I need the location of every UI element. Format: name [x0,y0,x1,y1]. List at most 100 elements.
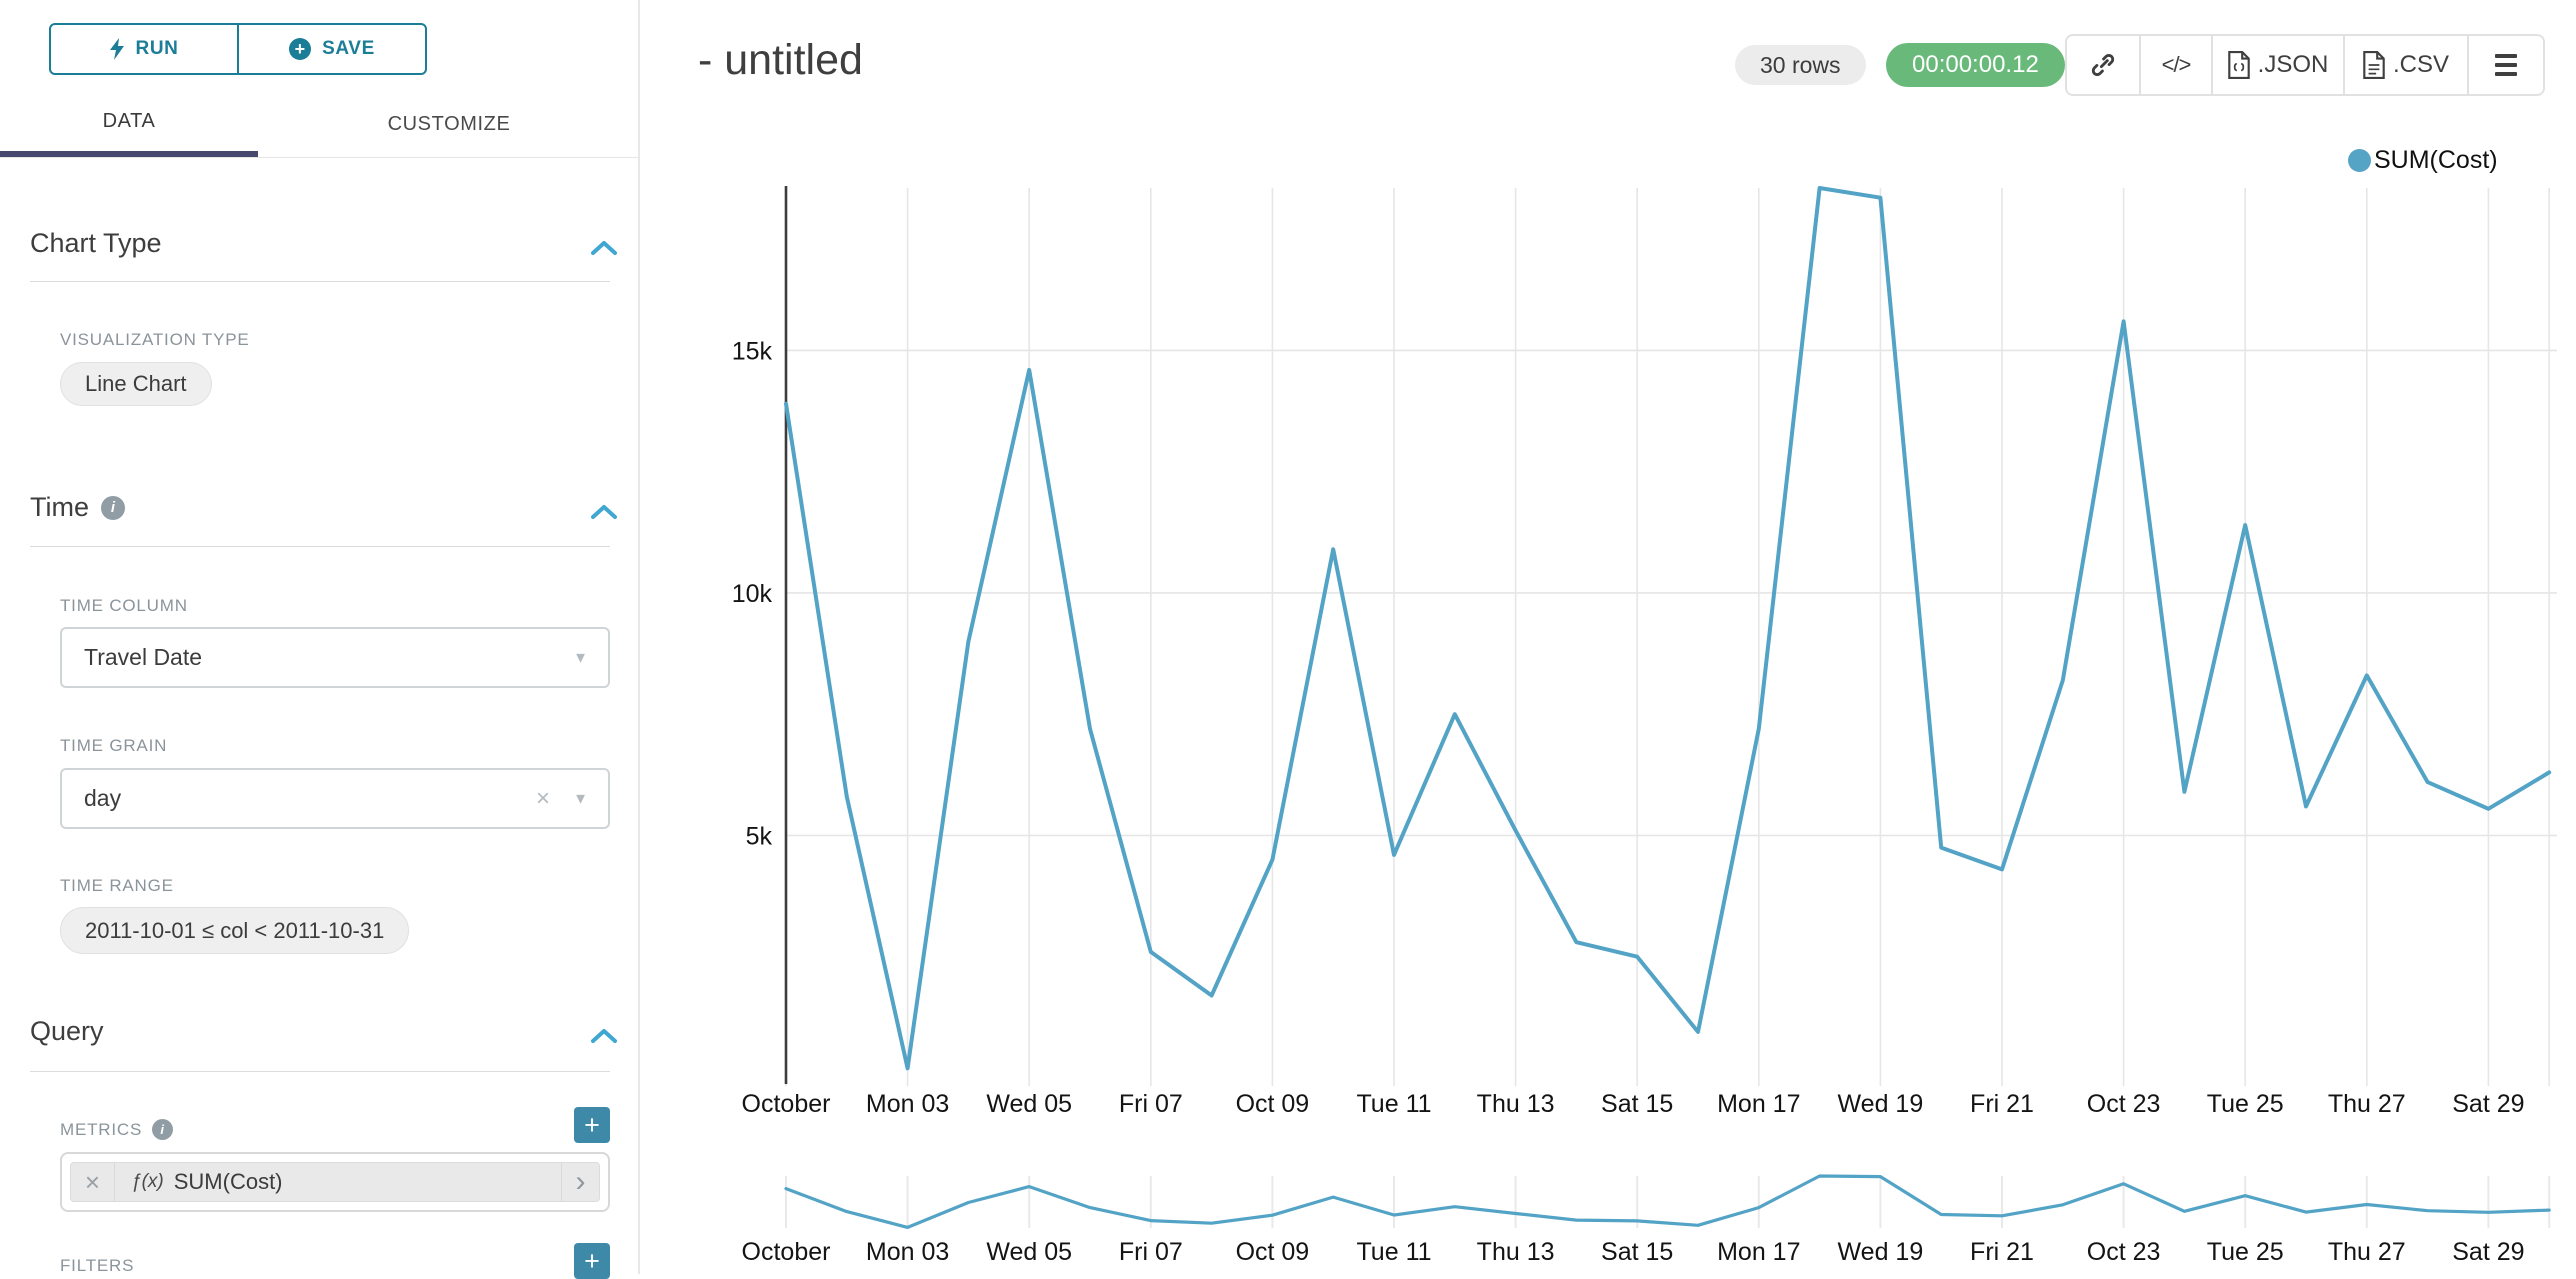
clear-icon[interactable]: × [535,784,550,812]
svg-text:Wed 05: Wed 05 [986,1090,1072,1118]
time-grain-select[interactable]: day × ▼ [60,768,610,829]
run-button[interactable]: RUN [49,23,238,75]
section-divider [30,1071,610,1072]
time-range-value: 2011-10-01 ≤ col < 2011-10-31 [85,917,385,943]
time-section-label: Time [30,492,89,522]
svg-text:Oct 23: Oct 23 [2087,1238,2161,1266]
svg-text:October: October [742,1090,831,1118]
menu-icon [2495,54,2517,76]
visualization-type-value: Line Chart [85,371,187,396]
svg-text:Oct 09: Oct 09 [1236,1090,1310,1118]
svg-text:Tue 25: Tue 25 [2207,1238,2284,1266]
svg-text:5k: 5k [746,822,773,850]
svg-text:Sat 15: Sat 15 [1601,1238,1673,1266]
run-button-label: RUN [135,38,179,59]
time-column-select[interactable]: Travel Date ▼ [60,627,610,688]
chart-title: - untitled [698,36,863,84]
save-button-label: SAVE [322,38,375,59]
metric-name: SUM(Cost) [173,1169,283,1194]
svg-text:Fri 07: Fri 07 [1119,1090,1183,1118]
bolt-icon [109,38,124,60]
add-metric-button[interactable]: + [574,1107,610,1143]
save-button[interactable]: + SAVE [238,23,427,75]
chart-menu-button[interactable] [2467,36,2543,94]
svg-text:10k: 10k [732,580,773,608]
export-json-button[interactable]: .JSON [2211,36,2343,94]
metrics-label: METRICS i [60,1119,174,1140]
svg-text:Tue 25: Tue 25 [2207,1090,2284,1118]
svg-text:Fri 21: Fri 21 [1970,1090,2034,1118]
chevron-right-icon[interactable]: › [561,1163,599,1201]
svg-text:Thu 13: Thu 13 [1477,1238,1555,1266]
svg-text:Mon 03: Mon 03 [866,1238,949,1266]
legend-series-dot [2348,149,2371,172]
chart-toolbar: </> .JSON .CSV [2065,34,2545,96]
svg-text:Thu 27: Thu 27 [2328,1090,2406,1118]
svg-text:Oct 23: Oct 23 [2087,1090,2161,1118]
row-count-badge: 30 rows [1735,45,1866,85]
explore-control-panel: RUN + SAVE DATA CUSTOMIZE Chart Type VIS… [0,0,640,1279]
info-icon: i [152,1119,174,1140]
section-divider [30,281,610,282]
svg-text:Thu 13: Thu 13 [1477,1090,1555,1118]
svg-text:Sat 29: Sat 29 [2452,1238,2524,1266]
time-column-label: TIME COLUMN [60,596,188,615]
visualization-type-label: VISUALIZATION TYPE [60,330,250,349]
svg-text:October: October [742,1238,831,1266]
svg-text:Wed 05: Wed 05 [986,1238,1072,1266]
time-range-pill[interactable]: 2011-10-01 ≤ col < 2011-10-31 [60,907,410,954]
svg-text:15k: 15k [732,337,773,365]
chevron-up-icon[interactable] [590,1028,618,1044]
csv-file-icon [2363,51,2385,79]
tab-data[interactable]: DATA [0,92,258,157]
svg-text:Tue 11: Tue 11 [1356,1090,1431,1118]
embed-code-button[interactable]: </> [2139,36,2211,94]
json-file-icon [2227,51,2250,79]
svg-text:Sat 15: Sat 15 [1601,1090,1673,1118]
svg-text:Wed 19: Wed 19 [1838,1090,1924,1118]
visualization-type-pill[interactable]: Line Chart [60,362,212,406]
svg-text:Sat 29: Sat 29 [2452,1090,2524,1118]
embed-code-icon: </> [2161,52,2192,77]
time-range-label: TIME RANGE [60,876,174,895]
chart-panel: - untitled 30 rows 00:00:00.12 </> [642,0,2576,1274]
metrics-label-text: METRICS [60,1119,143,1139]
time-grain-value: day [84,785,122,811]
time-grain-label: TIME GRAIN [60,736,168,755]
tab-customize[interactable]: CUSTOMIZE [387,113,511,135]
svg-text:Fri 07: Fri 07 [1119,1238,1183,1266]
function-icon: ƒ(x) [131,1171,164,1192]
legend-item[interactable]: SUM(Cost) [2348,146,2498,175]
svg-text:Wed 19: Wed 19 [1838,1238,1924,1266]
section-title-chart-type: Chart Type [30,228,162,258]
query-timer-badge: 00:00:00.12 [1886,43,2065,87]
caret-down-icon: ▼ [573,790,588,807]
chevron-up-icon[interactable] [590,240,618,256]
panel-tabs: DATA CUSTOMIZE [0,92,640,158]
svg-text:Oct 09: Oct 09 [1236,1238,1310,1266]
export-json-label: .JSON [2257,51,2329,78]
svg-text:Mon 17: Mon 17 [1717,1090,1800,1118]
metric-pill[interactable]: × ƒ(x) SUM(Cost) › [70,1162,600,1202]
share-link-button[interactable] [2067,36,2139,94]
svg-text:Fri 21: Fri 21 [1970,1238,2034,1266]
export-csv-label: .CSV [2392,51,2449,78]
info-icon: i [101,495,125,520]
legend-series-label: SUM(Cost) [2374,146,2498,174]
svg-text:Thu 27: Thu 27 [2328,1238,2406,1266]
remove-metric-icon[interactable]: × [71,1163,115,1201]
section-title-query: Query [30,1016,104,1046]
svg-text:Mon 17: Mon 17 [1717,1238,1800,1266]
section-title-time: Time i [30,492,125,523]
plus-circle-icon: + [289,38,312,60]
link-icon [2091,54,2115,76]
chevron-up-icon[interactable] [590,504,618,520]
export-csv-button[interactable]: .CSV [2343,36,2467,94]
line-chart[interactable]: 5k 10k 15k October Mon 03 Wed 05 Fri 07 Oct 09 T… [642,0,2576,1274]
metrics-control: × ƒ(x) SUM(Cost) › [60,1152,610,1212]
run-save-button-group: RUN + SAVE [49,23,427,75]
time-column-value: Travel Date [84,644,203,670]
caret-down-icon: ▼ [573,649,588,666]
add-filter-button[interactable]: + [574,1243,610,1279]
filters-label: FILTERS [60,1256,135,1275]
